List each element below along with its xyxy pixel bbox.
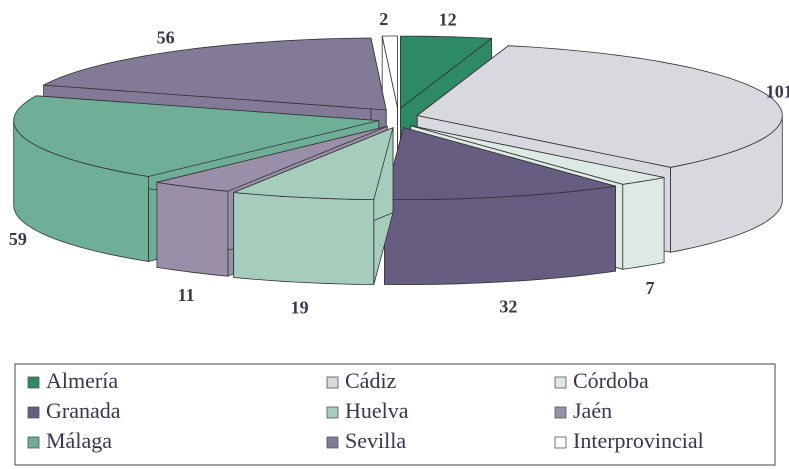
data-label: 56 xyxy=(157,28,175,48)
legend-label: Cádiz xyxy=(345,368,397,393)
data-label: 2 xyxy=(379,9,388,29)
legend-swatch xyxy=(326,376,339,389)
slice-side xyxy=(233,192,375,286)
slice-top xyxy=(381,35,399,109)
legend-label: Granada xyxy=(46,398,121,423)
slice-top xyxy=(233,127,394,201)
slice xyxy=(381,35,399,194)
legend-label: Málaga xyxy=(46,428,112,453)
legend-label: Huelva xyxy=(345,398,409,423)
slice-top xyxy=(156,126,388,192)
data-label: 7 xyxy=(645,278,654,298)
slice xyxy=(383,127,616,286)
pie: 12 101 7 32 19 11 59 56 2 xyxy=(9,9,789,317)
legend-swatch xyxy=(554,406,567,419)
legend-swatch xyxy=(554,436,567,449)
slice-top xyxy=(400,35,493,109)
legend: Almería Cádiz Córdoba Granada Huelva Jaén Mála… xyxy=(27,368,704,453)
slice xyxy=(233,127,394,286)
slice-top xyxy=(383,127,616,201)
legend-swatch xyxy=(27,436,40,449)
legend-swatch xyxy=(554,376,567,389)
slice-side xyxy=(156,181,229,277)
data-label: 12 xyxy=(439,10,457,30)
slice-side xyxy=(383,185,616,286)
legend-label: Interprovincial xyxy=(573,428,704,453)
slice-top xyxy=(42,37,387,111)
legend-box xyxy=(14,363,776,466)
legend-label: Córdoba xyxy=(573,368,649,393)
data-label: 32 xyxy=(499,296,517,316)
legend-swatch xyxy=(326,436,339,449)
slice-side xyxy=(622,177,665,270)
data-label: 11 xyxy=(178,285,195,305)
data-label: 59 xyxy=(9,229,27,249)
legend-label: Jaén xyxy=(573,398,612,423)
slice-top xyxy=(410,125,665,185)
legend-swatch xyxy=(27,406,40,419)
data-label: 101 xyxy=(766,81,789,101)
data-label: 19 xyxy=(291,297,309,317)
legend-label: Sevilla xyxy=(345,428,406,453)
slice-top xyxy=(13,95,379,177)
legend-label: Almería xyxy=(46,368,118,393)
legend-swatch xyxy=(27,376,40,389)
slice-top xyxy=(416,45,783,168)
legend-swatch xyxy=(326,406,339,419)
